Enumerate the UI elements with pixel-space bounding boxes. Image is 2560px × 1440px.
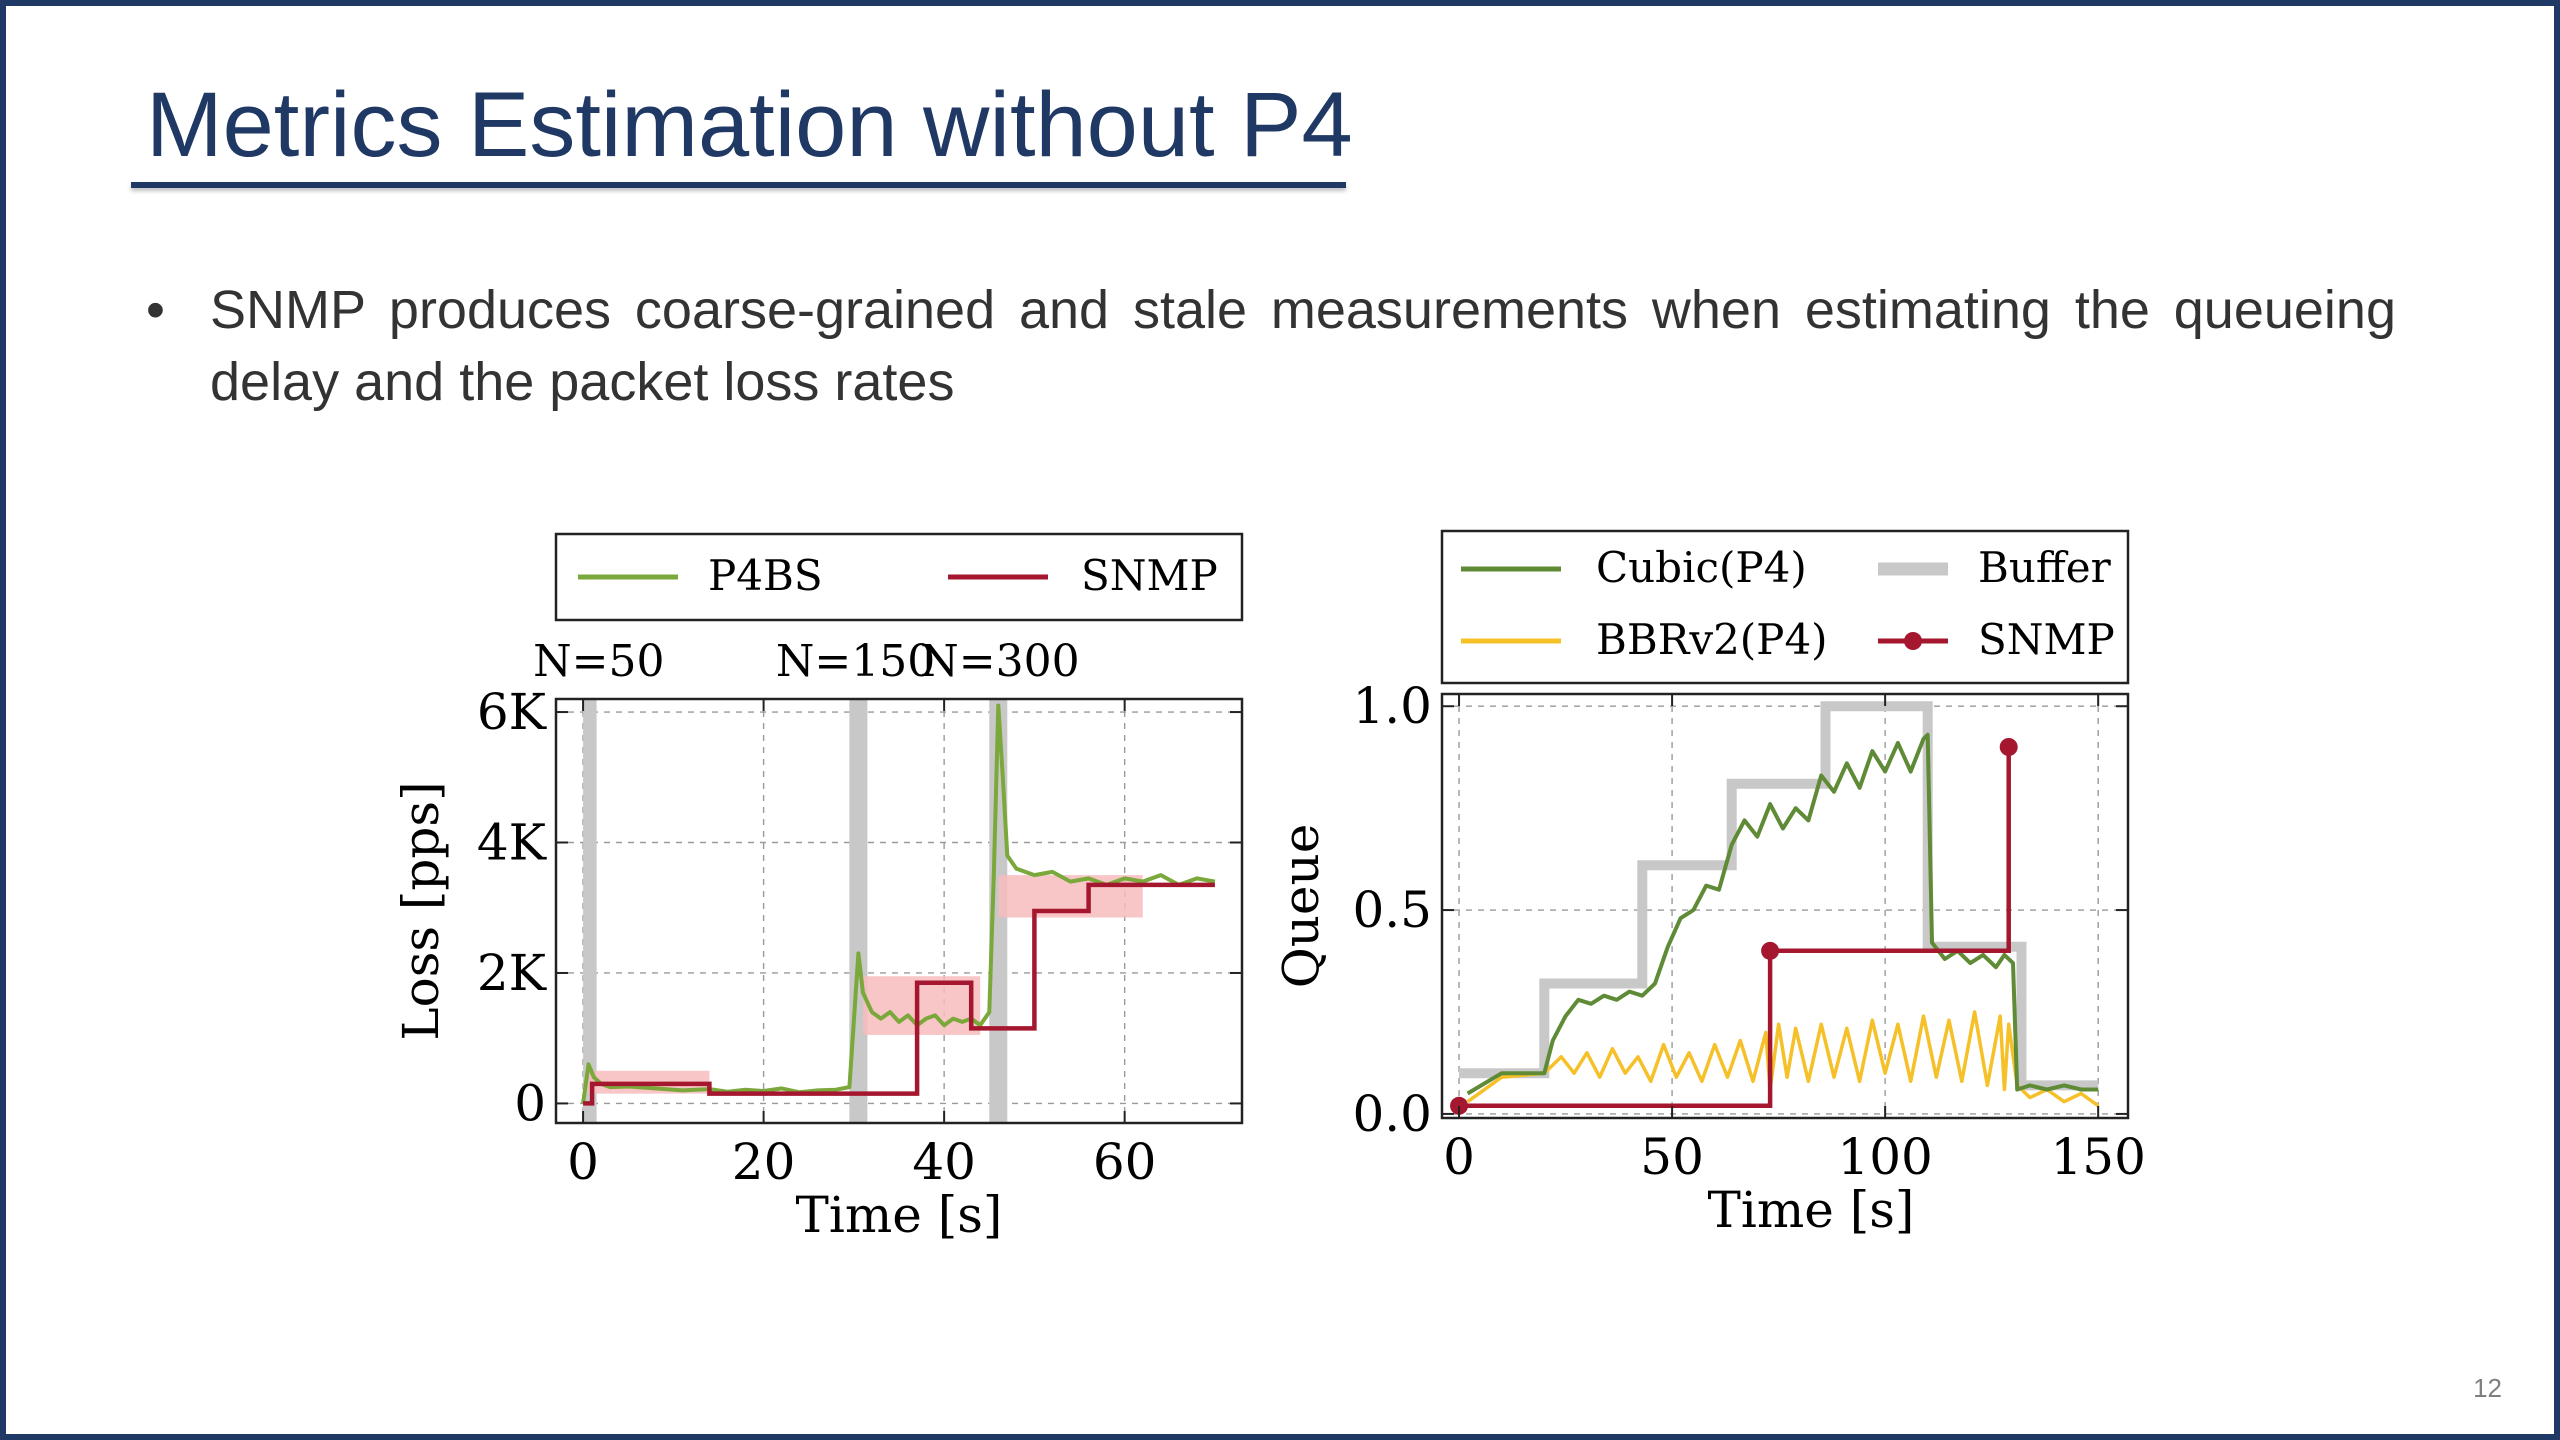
page-number: 12	[2473, 1373, 2502, 1403]
x-tick-label: 150	[2050, 1128, 2145, 1186]
plot-frame	[1440, 692, 2130, 1120]
annotation-label: N=50	[533, 636, 664, 687]
y-tick-label: 1.0	[1352, 677, 1432, 735]
series-line-snmp	[583, 882, 1215, 1106]
snmp-marker	[1761, 941, 1780, 960]
bullet-item: • SNMP produces coarse-grained and stale…	[146, 274, 2396, 418]
ticks: 0 20 40 60 0 2K 4K 6K	[477, 683, 1242, 1191]
y-tick-label: 0.5	[1352, 881, 1432, 939]
event-band	[583, 699, 597, 1123]
x-tick-label: 60	[1093, 1133, 1157, 1191]
queue-chart: Cubic(P4) Buffer BBRv2(P4) SNMP 0 50 100 15…	[1272, 529, 2146, 1239]
legend-label-bbr: BBRv2(P4)	[1596, 615, 1828, 664]
y-tick-label: 4K	[477, 814, 548, 872]
legend-label-snmp: SNMP	[1978, 615, 2115, 664]
legend-label-buffer: Buffer	[1978, 543, 2112, 592]
y-tick-label: 0	[514, 1074, 546, 1132]
series	[581, 703, 1216, 1106]
title-underline	[131, 182, 1346, 188]
x-tick-label: 0	[567, 1133, 599, 1191]
series	[1450, 701, 2100, 1115]
legend-label-p4bs: P4BS	[708, 551, 823, 600]
legend-label-cubic: Cubic(P4)	[1596, 543, 1807, 592]
y-tick-label: 2K	[477, 944, 548, 1002]
series-line-bbrv2	[1466, 1010, 2100, 1108]
legend-box	[1440, 529, 2130, 685]
bullet-dot-icon: •	[146, 280, 165, 340]
annotation-label: N=150	[776, 636, 935, 687]
error-band	[862, 976, 981, 1035]
legend-label-snmp: SNMP	[1081, 551, 1218, 600]
legend-marker-snmp	[1904, 632, 1922, 650]
annotation-label: N=300	[920, 636, 1079, 687]
ticks: 0 50 100 150 0.0 0.5 1.0	[1352, 677, 2145, 1186]
series-line-buffer	[1459, 701, 2099, 1091]
slide-title: Metrics Estimation without P4	[146, 74, 1353, 176]
x-tick-label: 40	[912, 1133, 976, 1191]
y-axis-label: Loss [pps]	[392, 781, 450, 1040]
y-axis-label: Queue	[1272, 824, 1330, 989]
grid	[1442, 694, 2128, 1118]
y-tick-label: 6K	[477, 683, 548, 741]
series-line-cubic	[1466, 732, 2099, 1096]
snmp-marker	[1450, 1096, 1469, 1115]
x-tick-label: 100	[1837, 1128, 1932, 1186]
legend: P4BS SNMP	[554, 532, 1244, 622]
legend: Cubic(P4) Buffer BBRv2(P4) SNMP	[1440, 529, 2130, 685]
y-tick-label: 0.0	[1352, 1085, 1432, 1143]
x-tick-label: 50	[1640, 1128, 1704, 1186]
x-axis-label: Time [s]	[796, 1186, 1003, 1244]
snmp-marker	[1999, 738, 2018, 756]
bullet-text: SNMP produces coarse-grained and stale m…	[210, 280, 2396, 412]
x-tick-label: 0	[1443, 1128, 1475, 1186]
plot-frame	[554, 697, 1244, 1125]
x-axis-label: Time [s]	[1708, 1181, 1915, 1239]
x-tick-label: 20	[732, 1133, 796, 1191]
